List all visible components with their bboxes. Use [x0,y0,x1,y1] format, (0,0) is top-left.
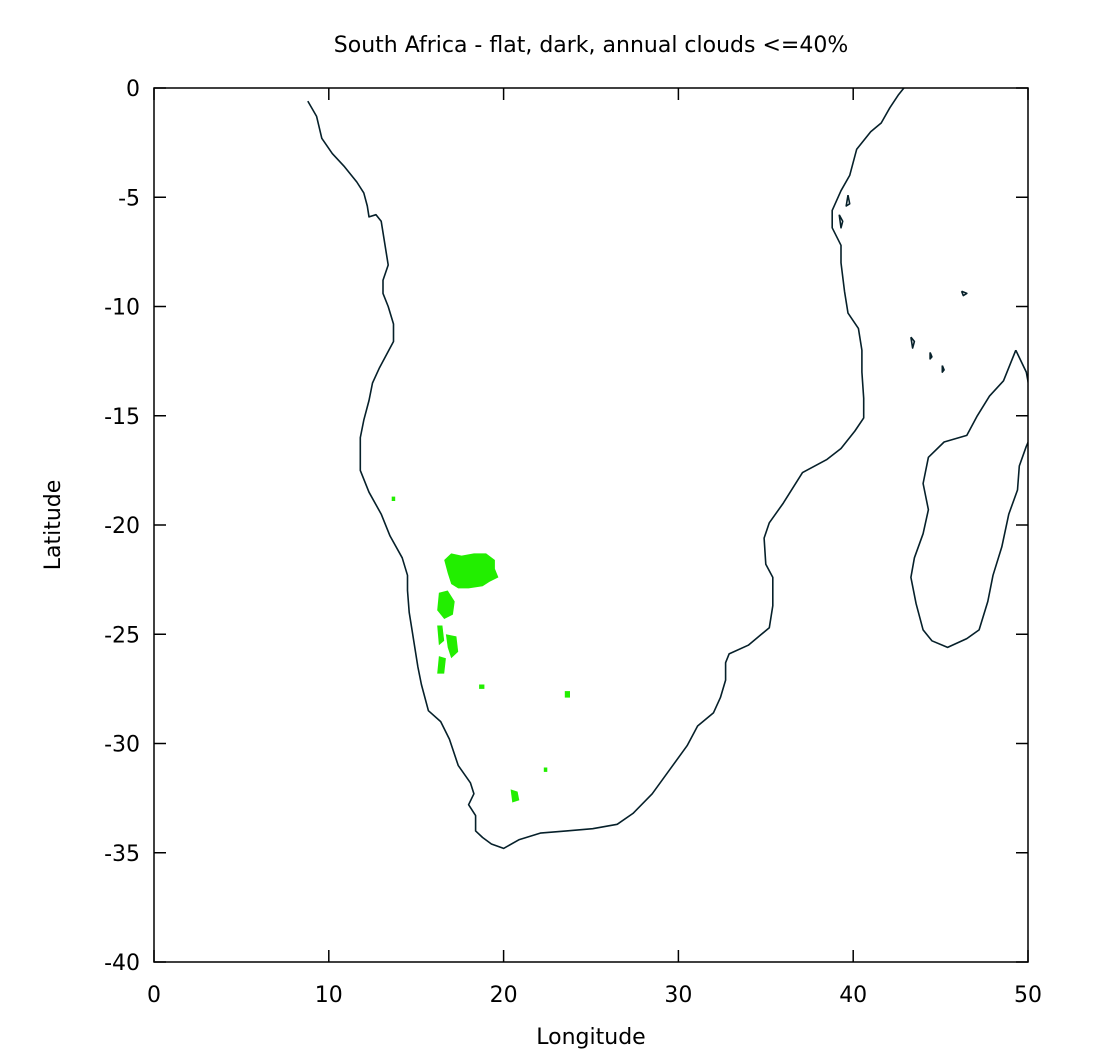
pemba-island [845,194,851,207]
y-axis-label: Latitude [41,480,66,571]
namibia-speck [391,496,396,501]
x-tick-label: 0 [147,983,161,1008]
region-layer [391,496,570,803]
y-tick-label: 0 [126,77,140,102]
kalahari-region [444,553,499,589]
madagascar-coastline [910,349,1028,649]
namibia-region-2 [445,634,459,659]
y-tick-label: -15 [104,405,140,430]
y-tick-label: -20 [104,514,140,539]
x-tick-label: 30 [664,983,692,1008]
y-tick-label: -5 [118,186,140,211]
plot-frame [153,87,1029,963]
y-tick-label: -40 [104,951,140,976]
coastline-layer [307,88,1028,850]
y-tick-label: -10 [104,296,140,321]
chart-title: South Africa - flat, dark, annual clouds… [334,33,848,58]
y-tick-label: -30 [104,733,140,758]
namibia-region-4 [437,656,446,674]
northern-cape-speck [479,684,485,689]
comoros-island-2 [929,352,933,360]
y-tick-label: -35 [104,842,140,867]
karoo-region [564,691,570,698]
x-tick-label: 40 [839,983,867,1008]
namibia-region-1 [437,590,455,619]
zanzibar-island [838,214,844,229]
western-cape-region [510,789,520,803]
eastern-cape-speck [543,767,548,772]
y-tick-label: -25 [104,623,140,648]
comoros-mayotte-island [910,336,916,349]
aldabra-island [960,290,968,297]
x-tick-label: 10 [315,983,343,1008]
namibia-region-3 [437,625,445,646]
africa-coastline [307,88,905,850]
x-tick-label: 20 [490,983,518,1008]
x-tick-label: 50 [1014,983,1042,1008]
x-axis-label: Longitude [536,1025,645,1050]
comoros-island-3 [941,365,945,373]
axes: 0 10 20 30 40 50 0 -5 -10 -15 -20 -25 -30 -35 -40 [104,77,1042,1008]
